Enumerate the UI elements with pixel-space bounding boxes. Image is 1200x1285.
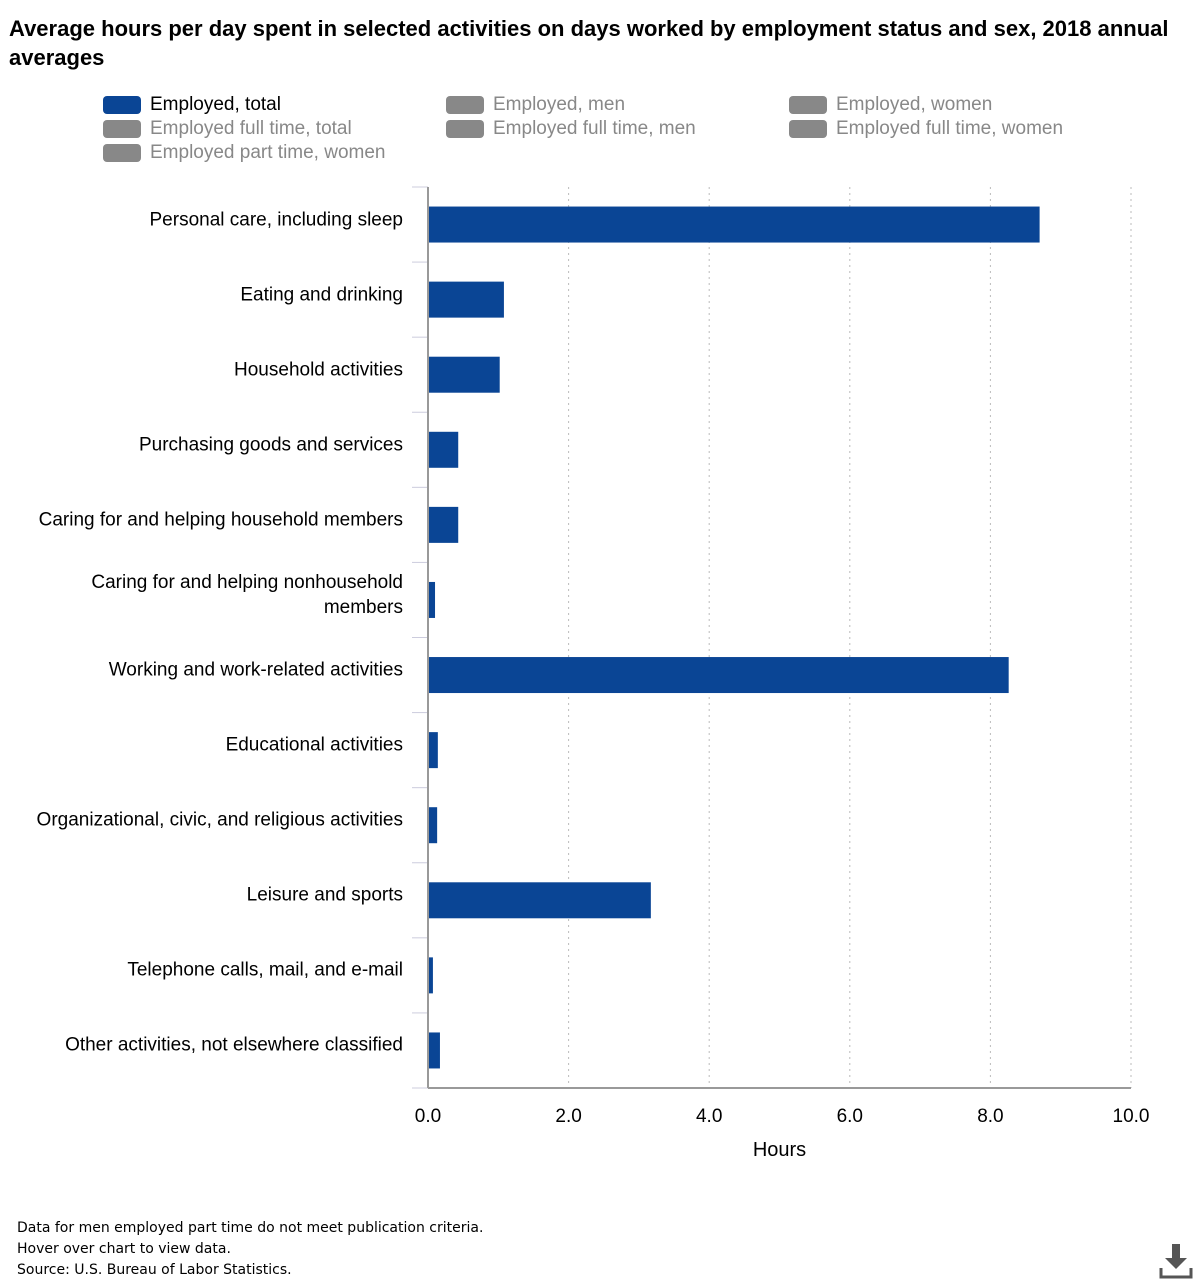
y-tick-label: Personal care, including sleep <box>149 209 404 231</box>
chart-title: Average hours per day spent in selected … <box>9 16 1169 70</box>
bar <box>428 506 459 543</box>
x-tick-label: 10.0 <box>1113 1106 1150 1127</box>
legend-swatch <box>103 120 141 138</box>
bar <box>428 281 504 318</box>
y-tick-label: Leisure and sports <box>246 884 403 906</box>
y-tick-label: Purchasing goods and services <box>138 434 403 456</box>
bar <box>428 882 651 919</box>
legend-swatch <box>103 96 141 114</box>
download-icon[interactable] <box>1158 1242 1198 1282</box>
note: Data for men employed part time do not m… <box>17 1220 484 1236</box>
legend-item[interactable]: Employed full time, total <box>103 118 352 140</box>
bar <box>428 206 1040 243</box>
legend-label: Employed full time, men <box>493 118 696 139</box>
legend-label: Employed, women <box>836 94 993 115</box>
x-tick-label: 4.0 <box>696 1106 722 1127</box>
x-axis-title: Hours <box>753 1139 806 1161</box>
legend-swatch <box>446 96 484 114</box>
notes: Data for men employed part time do not m… <box>17 1218 483 1281</box>
legend-label: Employed part time, women <box>150 142 386 163</box>
bar <box>428 581 436 618</box>
legend-label: Employed, men <box>493 94 626 115</box>
legend-label: Employed full time, women <box>836 118 1064 139</box>
y-tick-label: Other activities, not elsewhere classifi… <box>65 1034 403 1056</box>
legend-label: Employed, total <box>150 94 281 115</box>
bar <box>428 657 1009 694</box>
bar <box>428 807 438 844</box>
bar <box>428 1032 440 1069</box>
bar <box>428 356 500 393</box>
x-tick-label: 8.0 <box>977 1106 1003 1127</box>
legend-swatch <box>789 120 827 138</box>
note: Hover over chart to view data. <box>17 1241 231 1257</box>
y-tick-label: Organizational, civic, and religious act… <box>36 809 403 831</box>
legend-item[interactable]: Employed, women <box>789 94 992 116</box>
legend-item[interactable]: Employed, total <box>103 94 281 116</box>
bar <box>428 732 438 769</box>
y-tick-label: Educational activities <box>225 734 403 756</box>
y-tick-label: Telephone calls, mail, and e-mail <box>127 959 403 981</box>
x-tick-label: 0.0 <box>415 1106 441 1127</box>
y-tick-label: Caring for and helping nonhousehold memb… <box>91 571 403 618</box>
note: Source: U.S. Bureau of Labor Statistics. <box>17 1262 292 1278</box>
bar <box>428 957 433 994</box>
y-tick-label: Household activities <box>234 359 403 381</box>
y-tick-label: Caring for and helping household members <box>38 509 403 531</box>
legend-label: Employed full time, total <box>150 118 352 139</box>
legend-item[interactable]: Employed, men <box>446 94 625 116</box>
legend-item[interactable]: Employed full time, women <box>789 118 1063 140</box>
y-tick-label: Working and work-related activities <box>108 659 403 681</box>
legend-swatch <box>789 96 827 114</box>
legend-swatch <box>446 120 484 138</box>
x-tick-label: 6.0 <box>837 1106 863 1127</box>
legend-item[interactable]: Employed full time, men <box>446 118 696 140</box>
legend-item[interactable]: Employed part time, women <box>103 142 386 164</box>
legend-swatch <box>103 144 141 162</box>
bar <box>428 431 459 468</box>
y-tick-label: Eating and drinking <box>240 284 403 306</box>
x-tick-label: 2.0 <box>555 1106 581 1127</box>
